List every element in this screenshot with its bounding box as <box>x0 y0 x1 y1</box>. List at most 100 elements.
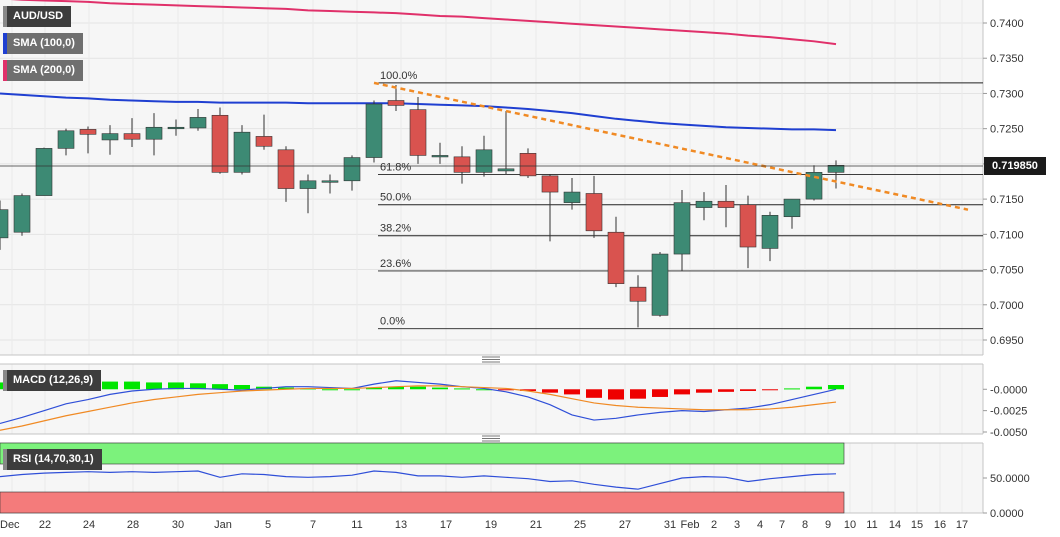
bullish-candle <box>695 200 713 208</box>
macd-histogram-bar <box>784 388 800 390</box>
macd-histogram-bar <box>520 389 536 391</box>
x-tick-label: 2 <box>711 519 717 531</box>
bullish-candle <box>563 191 581 203</box>
x-tick-label: 9 <box>825 519 831 531</box>
x-tick-label: 31 <box>664 519 676 531</box>
macd-histogram-bar <box>762 389 778 391</box>
legend-sma100[interactable]: SMA (100,0) <box>3 33 83 54</box>
candles <box>0 84 845 328</box>
x-tick-label: 14 <box>889 519 901 531</box>
macd-histogram-bar <box>344 389 360 391</box>
fibonacci-level-label: 38.2% <box>380 223 411 235</box>
bullish-candle <box>827 164 845 173</box>
x-tick-label: Feb <box>681 519 700 531</box>
x-tick-label: 19 <box>485 519 497 531</box>
fibonacci-level-label: 23.6% <box>380 258 411 270</box>
bearish-candle <box>453 156 471 173</box>
bullish-candle <box>0 209 9 239</box>
fibonacci-level-label: 61.8% <box>380 161 411 173</box>
bearish-candle <box>79 129 97 135</box>
bearish-candle <box>409 109 427 156</box>
macd-tick-label: -0.0025 <box>990 406 1027 418</box>
macd-histogram-bar <box>366 387 382 390</box>
bullish-candle <box>13 195 31 233</box>
x-tick-label: 10 <box>844 519 856 531</box>
rsi-tick-label: 0.0000 <box>990 508 1024 520</box>
macd-histogram-bar <box>806 386 822 390</box>
bullish-candle <box>167 126 185 130</box>
x-tick-label: 7 <box>779 519 785 531</box>
bearish-candle <box>717 200 735 208</box>
macd-histogram-bar <box>564 389 580 395</box>
legend-pair[interactable]: AUD/USD <box>3 6 72 27</box>
bullish-candle <box>35 148 53 196</box>
descending-trendline <box>373 81 969 211</box>
legend-sma200[interactable]: SMA (200,0) <box>3 60 83 81</box>
macd-signal-line <box>0 385 837 431</box>
bearish-candle <box>255 136 273 147</box>
macd-histogram-bar <box>212 384 228 390</box>
x-tick-label: 17 <box>956 519 968 531</box>
bearish-candle <box>541 175 559 193</box>
bearish-candle <box>519 153 537 177</box>
legend-macd-label: MACD (12,26,9) <box>13 374 94 386</box>
legend-rsi[interactable]: RSI (14,70,30,1) <box>3 449 102 470</box>
rsi-bands <box>0 442 845 514</box>
price-tick-label: 0.7050 <box>990 265 1024 277</box>
x-tick-label: 21 <box>530 519 542 531</box>
price-tick-label: 0.7400 <box>990 18 1024 30</box>
legend-sma100-label: SMA (100,0) <box>13 37 75 49</box>
price-tick-label: 0.7250 <box>990 124 1024 136</box>
trendline <box>373 81 969 211</box>
macd-histogram-bar <box>388 386 404 390</box>
macd-histogram-bar <box>630 389 646 399</box>
bullish-candle <box>431 155 449 158</box>
x-tick-label: 15 <box>911 519 923 531</box>
legend-macd[interactable]: MACD (12,26,9) <box>3 370 102 391</box>
fibonacci-level-label: 50.0% <box>380 192 411 204</box>
macd-histogram-bar <box>146 382 162 390</box>
x-tick-label: 17 <box>440 519 452 531</box>
fibonacci-level-label: 100.0% <box>380 70 418 82</box>
macd-histogram-bar <box>674 389 690 395</box>
price-tick-label: 0.7300 <box>990 88 1024 100</box>
rsi-overbought-band <box>0 442 845 465</box>
macd-histogram-bar <box>718 389 734 392</box>
bullish-candle <box>233 131 251 173</box>
macd-tick-label: -0.0050 <box>990 427 1027 439</box>
bearish-candle <box>387 100 405 106</box>
price-tick-label: 0.6950 <box>990 335 1024 347</box>
bullish-candle <box>783 198 801 218</box>
bearish-candle <box>739 204 757 248</box>
macd-histogram-bar <box>168 382 184 390</box>
macd-histogram-bar <box>586 389 602 398</box>
bullish-candle <box>365 103 383 158</box>
bullish-candle <box>497 168 515 172</box>
x-tick-label: 3 <box>734 519 740 531</box>
bullish-candle <box>651 253 669 316</box>
x-tick-label: 28 <box>127 519 139 531</box>
macd-histogram-bar <box>476 389 492 391</box>
macd-histogram-bar <box>652 389 668 397</box>
macd-histogram-bar <box>410 386 426 390</box>
bullish-candle <box>321 180 339 183</box>
pane-resize-handle-2[interactable] <box>482 435 500 442</box>
bullish-candle <box>761 215 779 249</box>
price-tick-label: 0.7350 <box>990 53 1024 65</box>
x-tick-label: 25 <box>574 519 586 531</box>
rsi-line <box>0 470 837 490</box>
bearish-candle <box>211 114 229 173</box>
bullish-candle <box>475 149 493 173</box>
macd-histogram-bar <box>432 387 448 390</box>
bearish-candle <box>123 133 141 140</box>
macd-histogram-bar <box>234 385 250 390</box>
macd-histogram-bar <box>498 389 514 391</box>
bearish-candle <box>585 193 603 232</box>
x-tick-label: 4 <box>757 519 763 531</box>
pane-resize-handle-1[interactable] <box>482 356 500 363</box>
bearish-candle <box>277 149 295 189</box>
macd-histogram-bar <box>454 388 470 390</box>
macd-tick-label: -0.0000 <box>990 384 1027 396</box>
bearish-candle <box>629 286 647 302</box>
bullish-candle <box>805 172 823 200</box>
